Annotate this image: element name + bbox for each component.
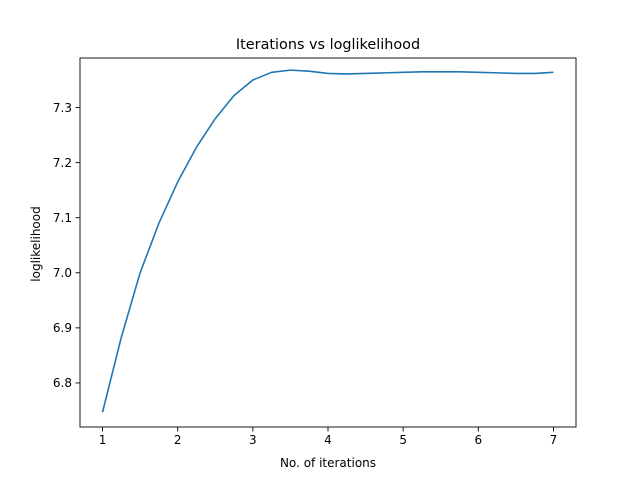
y-tick-label: 6.8 xyxy=(53,376,72,390)
series-line-0 xyxy=(101,69,554,413)
y-tick-label: 7.1 xyxy=(53,211,72,225)
x-tick-label: 1 xyxy=(99,433,107,447)
x-tick-label: 7 xyxy=(550,433,558,447)
x-tick-label: 2 xyxy=(174,433,182,447)
x-tick-label: 5 xyxy=(399,433,407,447)
y-tick-label: 7.2 xyxy=(53,156,72,170)
plot-area: 1 2 3 4 5 6 7 6.8 6.9 7.0 7.1 7.2 7.3 xyxy=(53,57,577,447)
x-axis-label: No. of iterations xyxy=(280,456,376,470)
chart-title: Iterations vs loglikelihood xyxy=(236,37,420,53)
y-tick-label: 7.0 xyxy=(53,266,72,280)
y-axis-label: loglikelihood xyxy=(29,206,43,281)
x-tick-label: 4 xyxy=(324,433,332,447)
x-tick-label: 6 xyxy=(474,433,482,447)
y-tick-label: 6.9 xyxy=(53,321,72,335)
x-tick-label: 3 xyxy=(249,433,257,447)
y-tick-label: 7.3 xyxy=(53,101,72,115)
